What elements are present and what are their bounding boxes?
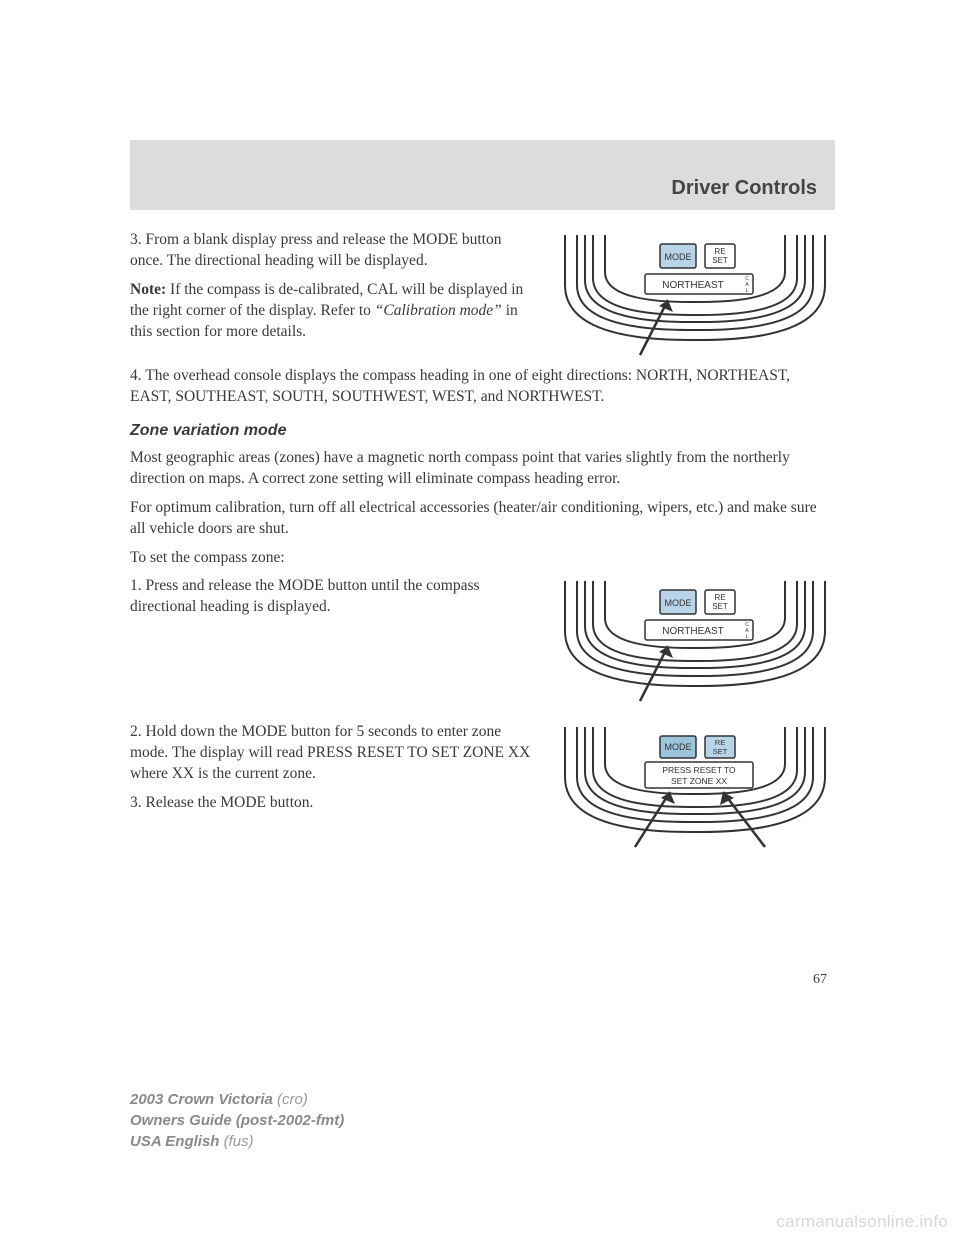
step4-para: 4. The overhead console displays the com… [130, 366, 835, 408]
header-bar: Driver Controls [130, 140, 835, 210]
section-title: Driver Controls [671, 177, 817, 200]
zone-para1: Most geographic areas (zones) have a mag… [130, 448, 835, 490]
console-diagram-2: MODE RE SET NORTHEAST C A L [555, 576, 835, 706]
svg-text:MODE: MODE [665, 742, 692, 752]
page-content: 3. From a blank display press and releas… [130, 210, 835, 988]
diagram-2: MODE RE SET NORTHEAST C A L [555, 576, 835, 706]
step3-para: 3. From a blank display press and releas… [130, 230, 535, 272]
svg-text:L: L [746, 634, 749, 640]
svg-text:RE: RE [714, 593, 725, 602]
zonestep1-row: 1. Press and release the MODE button unt… [130, 576, 835, 706]
northeast-label: NORTHEAST [662, 280, 724, 291]
zonestep2-row: 2. Hold down the MODE button for 5 secon… [130, 722, 835, 852]
zonestep3-para: 3. Release the MODE button. [130, 793, 535, 814]
svg-text:SET: SET [713, 747, 728, 756]
svg-text:RE: RE [715, 738, 725, 747]
footer-line3: USA English (fus) [130, 1131, 344, 1152]
zone-heading: Zone variation mode [130, 422, 835, 440]
zonestep2-text: 2. Hold down the MODE button for 5 secon… [130, 722, 535, 822]
mode-label: MODE [665, 252, 692, 262]
zone-para3: To set the compass zone: [130, 548, 835, 569]
zone-para2: For optimum calibration, turn off all el… [130, 498, 835, 540]
diagram-3: MODE RE SET PRESS RESET TO SET ZONE XX [555, 722, 835, 852]
zonestep1-para: 1. Press and release the MODE button unt… [130, 576, 535, 618]
watermark: carmanualsonline.info [776, 1212, 948, 1232]
reset-l2: SET [712, 256, 728, 265]
footer-line2: Owners Guide (post-2002-fmt) [130, 1110, 344, 1131]
step3-text: 3. From a blank display press and releas… [130, 230, 535, 351]
svg-text:L: L [746, 288, 749, 294]
note-prefix: Note: [130, 281, 166, 298]
console-diagram-1: MODE RE SET NORTHEAST C A L [555, 230, 835, 360]
svg-text:MODE: MODE [665, 598, 692, 608]
step3-note: Note: If the compass is de-calibrated, C… [130, 280, 535, 343]
diagram-1: MODE RE SET NORTHEAST C A L [555, 230, 835, 360]
svg-text:SET ZONE XX: SET ZONE XX [671, 776, 727, 786]
note-italic: “Calibration mode” [375, 302, 502, 319]
reset-l1: RE [714, 247, 725, 256]
svg-text:PRESS RESET TO: PRESS RESET TO [662, 765, 736, 775]
page-number: 67 [130, 972, 835, 988]
svg-text:SET: SET [712, 602, 728, 611]
footer-line1: 2003 Crown Victoria (cro) [130, 1089, 344, 1110]
zonestep1-text: 1. Press and release the MODE button unt… [130, 576, 535, 626]
footer: 2003 Crown Victoria (cro) Owners Guide (… [130, 1089, 344, 1152]
zonestep2-para: 2. Hold down the MODE button for 5 secon… [130, 722, 535, 785]
svg-text:NORTHEAST: NORTHEAST [662, 626, 724, 637]
page-container: Driver Controls 3. From a blank display … [130, 140, 835, 988]
step3-row: 3. From a blank display press and releas… [130, 230, 835, 360]
console-diagram-3: MODE RE SET PRESS RESET TO SET ZONE XX [555, 722, 835, 852]
